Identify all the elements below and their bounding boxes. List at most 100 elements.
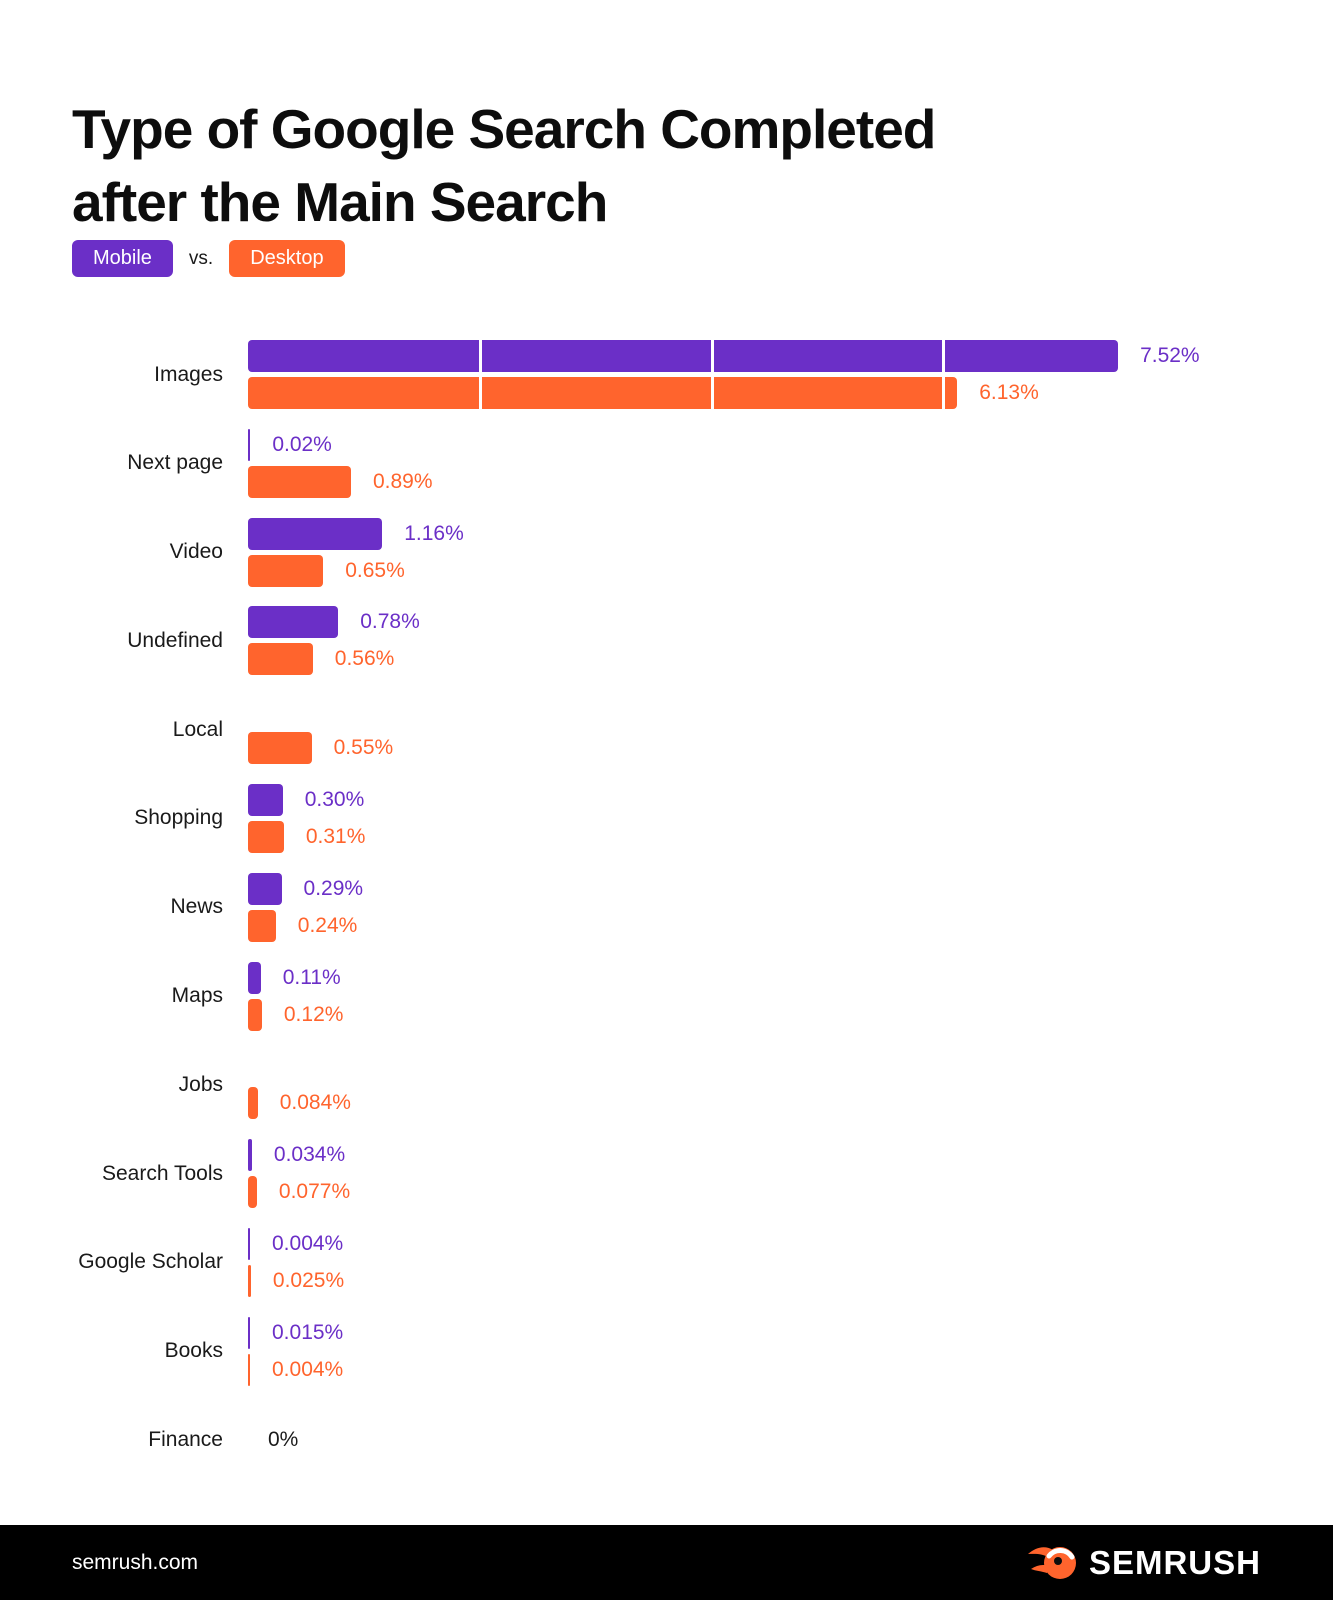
category-label: Maps [171,984,223,1008]
mobile-slot: 1.16% [248,517,1282,550]
desktop-value: 0.12% [283,1002,344,1026]
bar-chart: Images 7.52% 6.13% Next page 0.02% 0.89% [72,340,1282,1475]
bar-group: 0.02% 0.89% [248,428,1282,498]
mobile-bar [248,872,282,905]
legend: Mobile vs. Desktop [72,240,345,277]
bar-group: 0.78% 0.56% [248,606,1282,676]
mobile-bar [248,961,261,994]
desktop-slot: 0.077% [248,1176,1282,1209]
page-title: Type of Google Search Completed after th… [72,93,1132,239]
desktop-slot: 0.56% [248,643,1282,676]
desktop-value: 0.077% [278,1180,351,1204]
mobile-slot [248,1050,1282,1082]
mobile-value: 0.78% [360,610,420,634]
mobile-slot [248,1406,1282,1438]
category-label: Jobs [178,1072,223,1096]
chart-row: News 0.29% 0.24% [72,872,1282,942]
mobile-slot: 0.004% [248,1227,1282,1260]
chart-row: Books 0.015% 0.004% [72,1316,1282,1386]
mobile-slot: 0.11% [248,961,1282,994]
category-label: News [170,895,223,919]
mobile-slot: 0.02% [248,428,1282,461]
category-label: Search Tools [101,1161,223,1185]
desktop-value: 0.56% [334,647,395,671]
mobile-value: 0.29% [303,876,364,900]
bar-group: 0.30% 0.31% [248,783,1282,853]
bar-group: 1.16% 0.65% [248,517,1282,587]
mobile-bar [248,428,251,461]
desktop-value: 0.31% [305,824,366,848]
desktop-bar [248,909,276,942]
mobile-value: 0.11% [282,965,341,989]
semrush-flame-icon [1027,1546,1076,1579]
chart-row: Next page 0.02% 0.89% [72,428,1282,498]
desktop-value: 0.025% [272,1268,345,1292]
chart-row: Images 7.52% 6.13% [72,340,1282,409]
mobile-value: 1.16% [404,521,464,545]
chart-row: Finance 0% [72,1406,1282,1475]
desktop-slot: 0.55% [248,732,1282,765]
mobile-slot: 0.29% [248,872,1282,905]
chart-row: Local 0.55% [72,695,1282,765]
desktop-value: 0.89% [372,469,433,493]
semrush-logo: SEMRUSH [1027,1542,1261,1584]
mobile-value: 0.034% [273,1143,346,1167]
desktop-slot: 0.65% [248,554,1282,587]
chart-row: Shopping 0.30% 0.31% [72,783,1282,853]
category-label: Next page [127,451,223,475]
mobile-bar [248,1139,252,1172]
mobile-bar [248,340,1119,372]
zero-value: 0% [268,1428,299,1452]
mobile-value: 0.015% [272,1320,344,1344]
desktop-slot: 6.13% [248,377,1282,409]
desktop-bar [248,732,312,765]
chart-row: Search Tools 0.034% 0.077% [72,1139,1282,1209]
desktop-bar [248,820,284,853]
desktop-bar [248,554,324,587]
mobile-bar [248,783,283,816]
mobile-bar [248,517,383,550]
mobile-value: 0.30% [304,787,365,811]
chart-row: Google Scholar 0.004% 0.025% [72,1227,1282,1297]
chart-row: Undefined 0.78% 0.56% [72,606,1282,676]
desktop-slot: 0.89% [248,465,1282,498]
mobile-slot: 0.30% [248,783,1282,816]
legend-vs-label: vs. [188,247,214,269]
chart-row: Maps 0.11% 0.12% [72,961,1282,1031]
desktop-bar [248,377,958,409]
category-label: Video [169,540,223,564]
desktop-slot: 0.31% [248,820,1282,853]
desktop-value: 0.004% [272,1357,344,1381]
footer: semrush.com SEMRUSH [0,1525,1333,1600]
mobile-bar [248,1227,250,1260]
mobile-value: 7.52% [1140,344,1200,367]
desktop-bar [248,643,313,676]
category-label: Local [172,717,223,741]
mobile-slot: 7.52% [248,340,1282,372]
mobile-slot [248,695,1282,727]
desktop-value: 0.084% [279,1091,351,1115]
desktop-value: 0.55% [333,736,394,760]
category-label: Finance [148,1428,223,1452]
desktop-value: 6.13% [979,381,1039,404]
category-label: Google Scholar [78,1250,223,1274]
desktop-slot: 0.12% [248,998,1282,1031]
bar-group: 7.52% 6.13% [248,340,1282,409]
desktop-slot: 0.084% [248,1087,1282,1120]
mobile-slot: 0.015% [248,1316,1282,1349]
desktop-slot [248,1443,1282,1475]
desktop-slot: 0.004% [248,1353,1282,1386]
brand-text: SEMRUSH [1088,1543,1261,1581]
site-url: semrush.com [72,1550,199,1574]
bar-group: 0.034% 0.077% [248,1139,1282,1209]
desktop-slot: 0.025% [248,1264,1282,1297]
mobile-bar [248,1316,250,1349]
desktop-bar [248,465,351,498]
legend-desktop-badge: Desktop [229,240,345,277]
legend-mobile-badge: Mobile [72,240,173,277]
desktop-bar [248,1353,250,1386]
page-title-line2: after the Main Search [72,170,608,233]
category-label: Images [154,362,223,386]
chart-row: Video 1.16% 0.65% [72,517,1282,587]
